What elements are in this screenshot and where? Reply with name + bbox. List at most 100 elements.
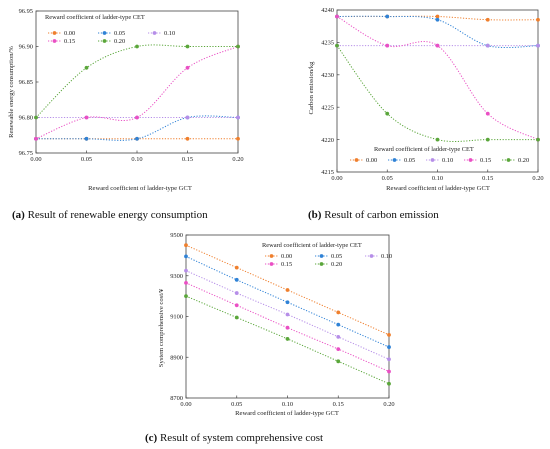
data-point-0.00 bbox=[387, 332, 391, 337]
legend-item-0.15: 0.15 bbox=[464, 157, 491, 164]
legend-label: 0.00 bbox=[281, 253, 292, 260]
series-line-0.20 bbox=[35, 44, 238, 118]
data-point-0.00 bbox=[234, 265, 239, 270]
data-point-0.10 bbox=[185, 115, 190, 120]
y-tick-label: 4230 bbox=[321, 72, 334, 79]
data-point-0.20 bbox=[84, 65, 89, 70]
y-tick-label: 8900 bbox=[170, 354, 183, 361]
legend-item-0.05: 0.05 bbox=[388, 157, 415, 164]
x-tick-label: 0.00 bbox=[180, 401, 191, 408]
legend-item-0.05: 0.05 bbox=[315, 253, 342, 260]
data-point-0.20 bbox=[336, 359, 341, 364]
data-point-0.15 bbox=[184, 280, 188, 285]
caption-a-text: Result of renewable energy consumption bbox=[25, 209, 208, 221]
data-point-0.10 bbox=[236, 115, 240, 120]
legend-swatch-marker bbox=[506, 158, 511, 162]
legend-label: 0.10 bbox=[442, 157, 453, 164]
data-point-0.20 bbox=[536, 137, 540, 142]
data-point-0.15 bbox=[34, 136, 38, 141]
legend: 0.00 0.05 0.10 0.15 0.20 bbox=[350, 157, 529, 164]
caption-c-label: (c) bbox=[145, 432, 158, 444]
legend-label: 0.10 bbox=[381, 253, 392, 260]
data-point-0.00 bbox=[285, 288, 290, 292]
caption-a: (a) Result of renewable energy consumpti… bbox=[12, 209, 208, 221]
x-axis-label: Reward coefficient of ladder-type GCT bbox=[235, 410, 339, 417]
y-axis-label: System comprehensive cost/¥ bbox=[158, 288, 165, 367]
data-point-0.15 bbox=[336, 347, 341, 351]
legend-item-0.15: 0.15 bbox=[265, 261, 292, 268]
legend-swatch-marker bbox=[102, 39, 107, 43]
legend-swatch-marker bbox=[369, 254, 374, 258]
legend-item-0.00: 0.00 bbox=[350, 157, 377, 164]
data-point-0.05 bbox=[84, 136, 89, 141]
legend: 0.00 0.05 0.10 0.15 0.20 bbox=[265, 253, 392, 268]
legend-item-0.20: 0.20 bbox=[502, 157, 529, 164]
data-point-0.20 bbox=[34, 115, 38, 120]
series-line-0.05 bbox=[336, 15, 539, 49]
x-tick-label: 0.20 bbox=[532, 175, 543, 182]
caption-b-label: (b) bbox=[308, 209, 322, 221]
legend-item-0.10: 0.10 bbox=[365, 253, 392, 260]
y-tick-label: 4215 bbox=[321, 169, 334, 176]
legend-label: 0.15 bbox=[64, 38, 75, 45]
data-point-0.05 bbox=[135, 136, 139, 141]
legend-title: Reward coefficient of ladder-type CET bbox=[374, 146, 474, 153]
legend-label: 0.20 bbox=[114, 38, 125, 45]
data-point-0.20 bbox=[385, 111, 390, 116]
data-point-0.10 bbox=[536, 43, 540, 48]
x-tick-label: 0.00 bbox=[30, 156, 41, 163]
data-point-0.15 bbox=[84, 115, 89, 120]
series-line-0.15 bbox=[35, 46, 239, 140]
legend-label: 0.05 bbox=[114, 30, 125, 37]
legend-swatch-marker bbox=[269, 254, 274, 258]
y-tick-label: 4225 bbox=[321, 104, 334, 111]
x-tick-label: 0.10 bbox=[131, 156, 142, 163]
x-tick-label: 0.00 bbox=[331, 175, 342, 182]
data-point-0.15 bbox=[435, 43, 440, 48]
y-tick-label: 96.80 bbox=[19, 115, 33, 122]
data-point-0.05 bbox=[184, 254, 188, 259]
x-tick-label: 0.05 bbox=[382, 175, 393, 182]
data-point-0.00 bbox=[485, 17, 490, 22]
legend-item-0.20: 0.20 bbox=[98, 38, 125, 45]
data-point-0.15 bbox=[385, 43, 390, 48]
data-point-0.20 bbox=[335, 43, 339, 48]
panel-carbon-emission: 4215 4220 4225 4230 4235 4240 0.00 0.05 0.10 0.15… bbox=[308, 7, 544, 192]
legend-title: Reward coefficient of ladder-type CET bbox=[262, 242, 362, 249]
caption-b: (b) Result of carbon emission bbox=[308, 209, 439, 221]
legend-label: 0.00 bbox=[366, 157, 377, 164]
plot-area: 4215 4220 4225 4230 4235 4240 0.00 0.05 0.10 0.15… bbox=[321, 7, 543, 182]
plot-area: 8700 8900 9100 9300 9500 0.00 0.05 0.10 0.15 0.20 bbox=[170, 232, 394, 408]
data-point-0.20 bbox=[184, 294, 188, 299]
x-tick-label: 0.20 bbox=[383, 401, 394, 408]
data-point-0.20 bbox=[285, 337, 290, 341]
legend-swatch-marker bbox=[354, 158, 359, 162]
x-tick-label: 0.10 bbox=[432, 175, 443, 182]
y-tick-label: 9100 bbox=[170, 314, 183, 321]
data-point-0.20 bbox=[435, 137, 440, 142]
x-tick-label: 0.15 bbox=[182, 156, 193, 163]
legend-label: 0.20 bbox=[331, 261, 342, 268]
x-tick-label: 0.05 bbox=[231, 401, 242, 408]
y-tick-label: 96.85 bbox=[19, 79, 33, 86]
panel-system-cost: 8700 8900 9100 9300 9500 0.00 0.05 0.10 0.15 0.20… bbox=[158, 232, 395, 417]
legend-swatch-marker bbox=[468, 158, 473, 162]
data-point-0.05 bbox=[387, 345, 391, 349]
caption-c: (c) Result of system comprehensive cost bbox=[145, 432, 323, 444]
data-point-0.05 bbox=[336, 322, 341, 327]
y-tick-label: 8700 bbox=[170, 395, 183, 402]
y-tick-label: 96.95 bbox=[19, 8, 33, 15]
data-point-0.10 bbox=[387, 357, 391, 362]
legend-item-0.10: 0.10 bbox=[426, 157, 453, 164]
data-point-0.10 bbox=[336, 334, 341, 339]
plot-area: 96.75 96.80 96.85 96.90 96.95 0.00 0.05 0.10 0.1… bbox=[19, 8, 244, 163]
y-tick-label: 96.90 bbox=[19, 44, 33, 51]
data-point-0.05 bbox=[285, 300, 290, 305]
data-point-0.05 bbox=[435, 17, 440, 22]
legend-item-0.20: 0.20 bbox=[315, 261, 342, 268]
legend-label: 0.15 bbox=[281, 261, 292, 268]
data-point-0.15 bbox=[234, 303, 239, 308]
series-line-0.05 bbox=[36, 115, 239, 141]
legend-swatch-marker bbox=[319, 262, 324, 266]
